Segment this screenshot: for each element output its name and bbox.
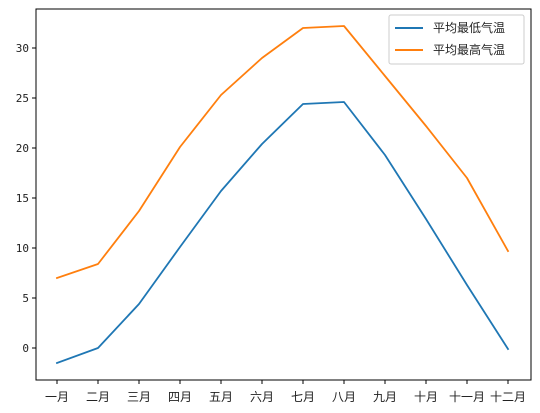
x-axis: 一月 二月 三月 四月 五月 六月 七月 八月 九月 十月 十一月 十二月 [45, 380, 526, 404]
legend: 平均最低气温 平均最高气温 [388, 14, 525, 65]
x-tick-label: 二月 [86, 390, 110, 404]
y-tick-label: 0 [22, 342, 29, 355]
x-tick-label: 十二月 [490, 390, 526, 404]
legend-label-min: 平均最低气温 [433, 20, 505, 35]
series-line-1 [55, 25, 510, 280]
y-axis: 0 5 10 15 20 25 30 [16, 42, 36, 355]
x-tick-label: 十月 [414, 390, 438, 404]
series-line-0 [55, 101, 510, 365]
plot-frame [35, 8, 532, 381]
x-tick-label: 一月 [45, 390, 69, 404]
x-tick-label: 四月 [168, 390, 192, 404]
y-tick-label: 5 [22, 292, 29, 305]
x-tick-label: 七月 [291, 390, 315, 404]
x-tick-label: 八月 [332, 390, 356, 404]
x-tick-label: 五月 [209, 390, 233, 404]
x-tick-label: 六月 [250, 390, 274, 404]
x-tick-label: 九月 [373, 390, 397, 404]
x-tick-label: 十一月 [449, 390, 485, 404]
plot-area [36, 9, 531, 380]
legend-label-max: 平均最高气温 [433, 42, 505, 57]
x-tick-label: 三月 [127, 390, 151, 404]
series-layer [55, 25, 510, 365]
y-tick-label: 15 [16, 192, 29, 205]
y-tick-label: 20 [16, 142, 29, 155]
y-tick-label: 25 [16, 92, 29, 105]
y-tick-label: 10 [16, 242, 29, 255]
y-tick-label: 30 [16, 42, 29, 55]
